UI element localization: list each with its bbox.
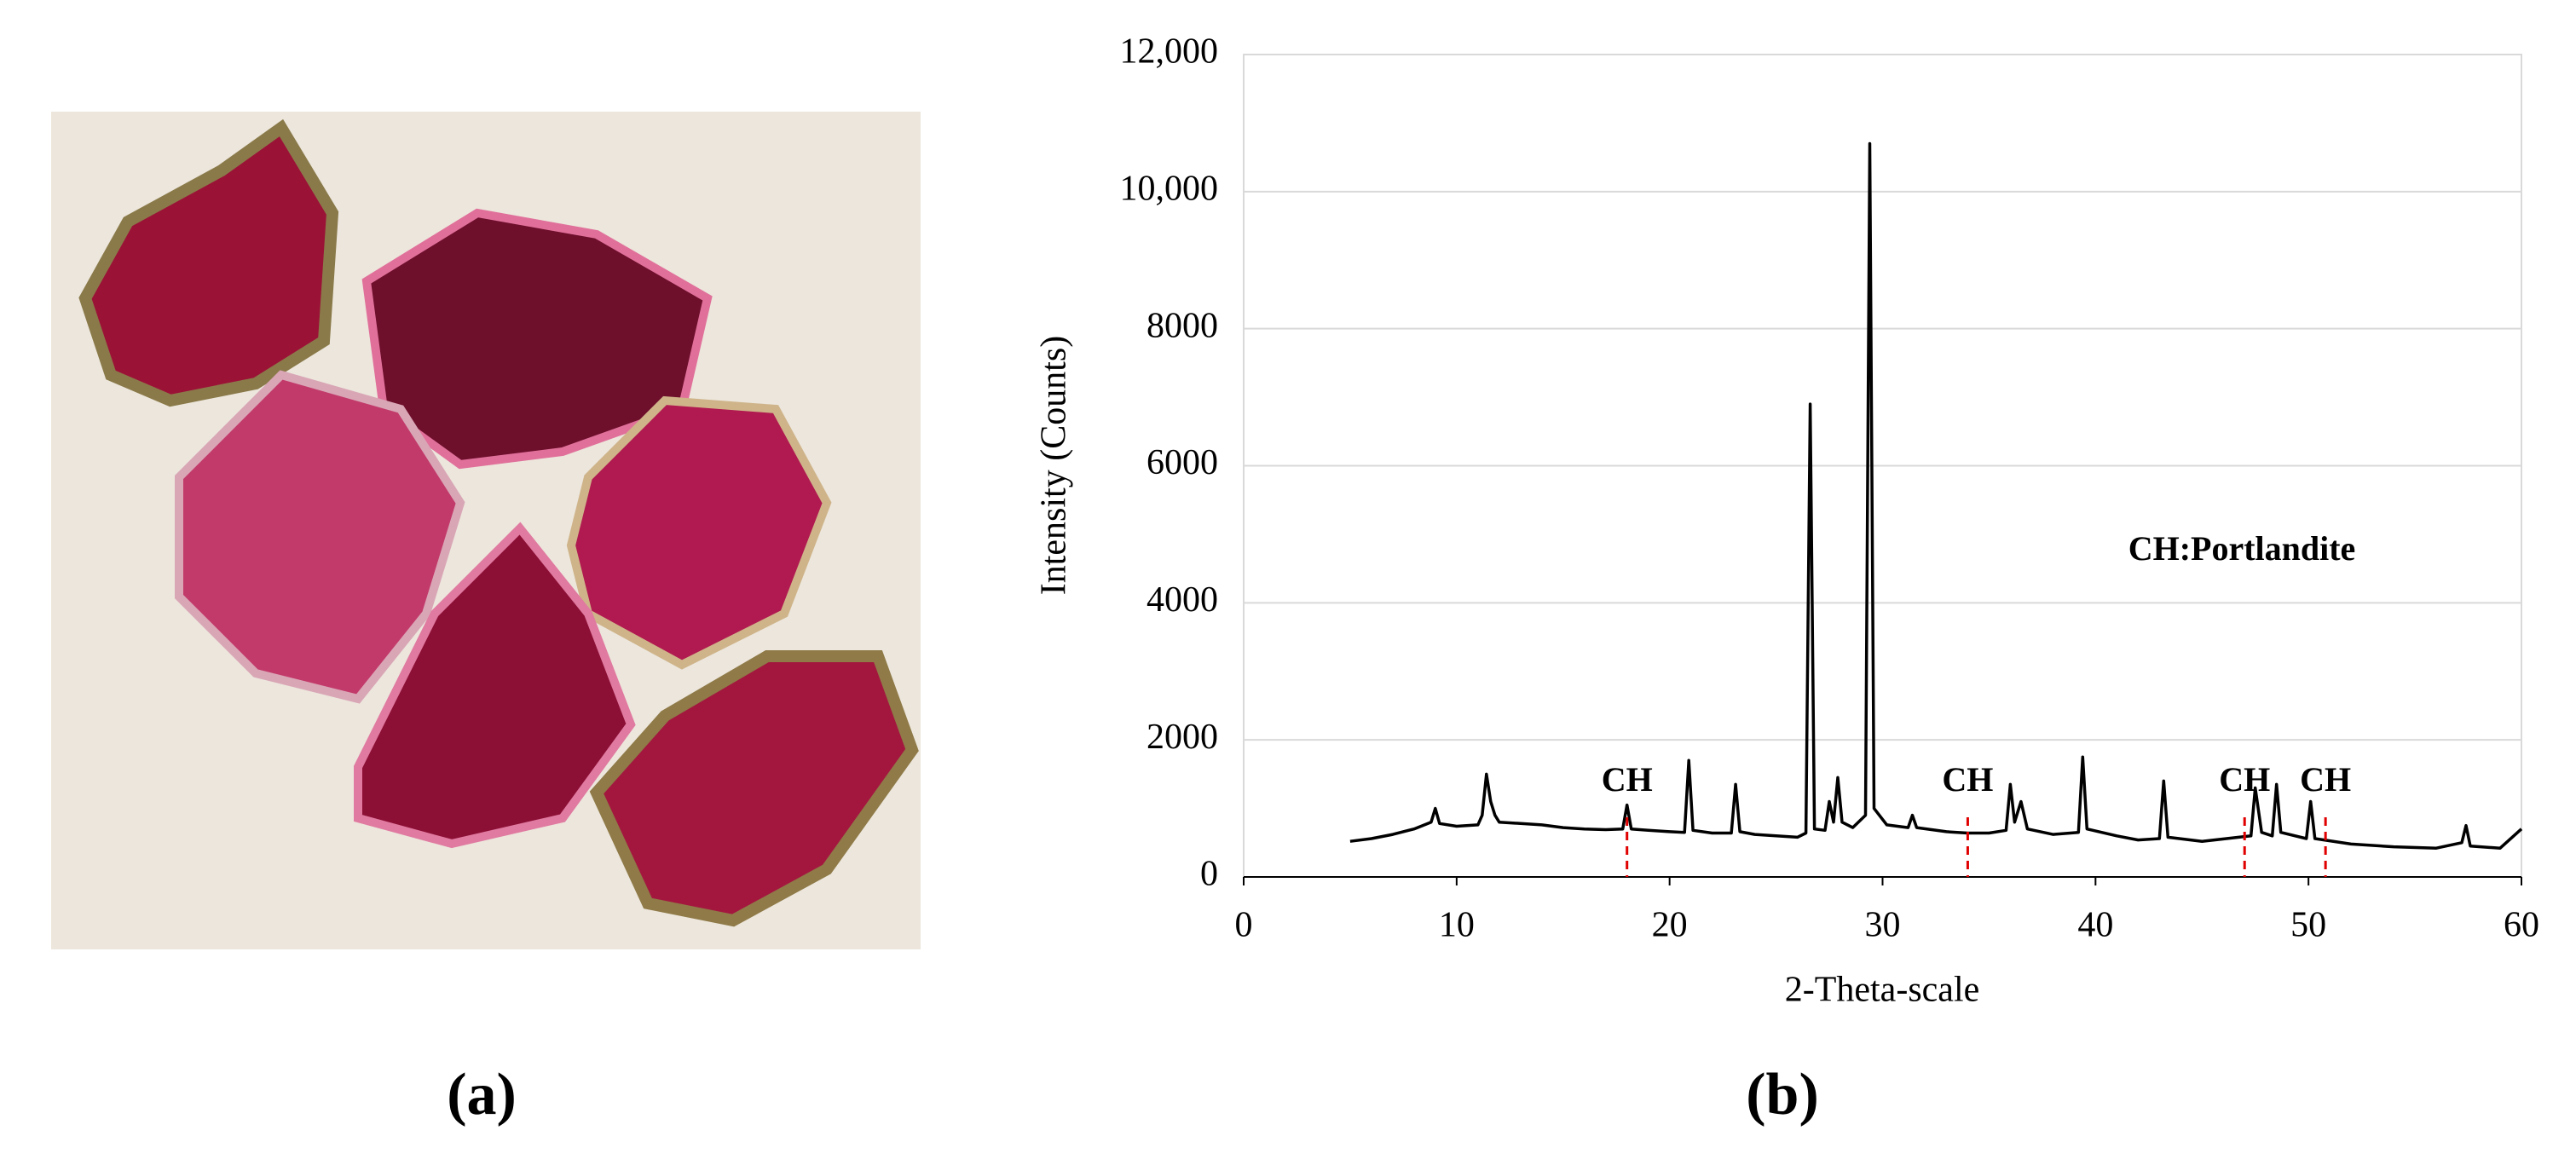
x-tick-label: 60 — [2504, 906, 2539, 945]
annotation-label: CH — [1942, 760, 1993, 799]
x-tick-label: 0 — [1235, 906, 1253, 945]
panel-label: (b) — [1746, 1062, 1819, 1128]
rock — [354, 522, 636, 849]
x-tick-label: 10 — [1439, 906, 1475, 945]
photo — [51, 112, 921, 949]
rock — [78, 118, 339, 407]
y-tick-label: 8000 — [1146, 306, 1218, 345]
rock — [589, 650, 919, 927]
x-tick-label: 40 — [2077, 906, 2113, 945]
rock — [566, 395, 832, 670]
y-tick-label: 12,000 — [1120, 32, 1219, 72]
y-axis-label: Intensity (Counts) — [1035, 336, 1074, 595]
x-tick-label: 30 — [1865, 906, 1901, 945]
panel-label: (a) — [447, 1062, 517, 1128]
annotation-label: CH — [2300, 760, 2351, 799]
legend-note: CH:Portlandite — [2128, 529, 2356, 568]
x-tick-label: 20 — [1652, 906, 1688, 945]
y-tick-label: 10,000 — [1120, 169, 1219, 208]
data-line — [1349, 141, 2523, 850]
annotation-label: CH — [2219, 760, 2270, 799]
y-tick-label: 0 — [1200, 855, 1218, 894]
y-tick-label: 4000 — [1146, 580, 1218, 620]
y-tick-label: 6000 — [1146, 443, 1218, 482]
annotation-label: CH — [1602, 760, 1653, 799]
y-tick-label: 2000 — [1146, 718, 1218, 757]
x-tick-label: 50 — [2290, 906, 2326, 945]
rock — [175, 370, 465, 704]
x-axis-label: 2-Theta-scale — [1785, 971, 1980, 1010]
